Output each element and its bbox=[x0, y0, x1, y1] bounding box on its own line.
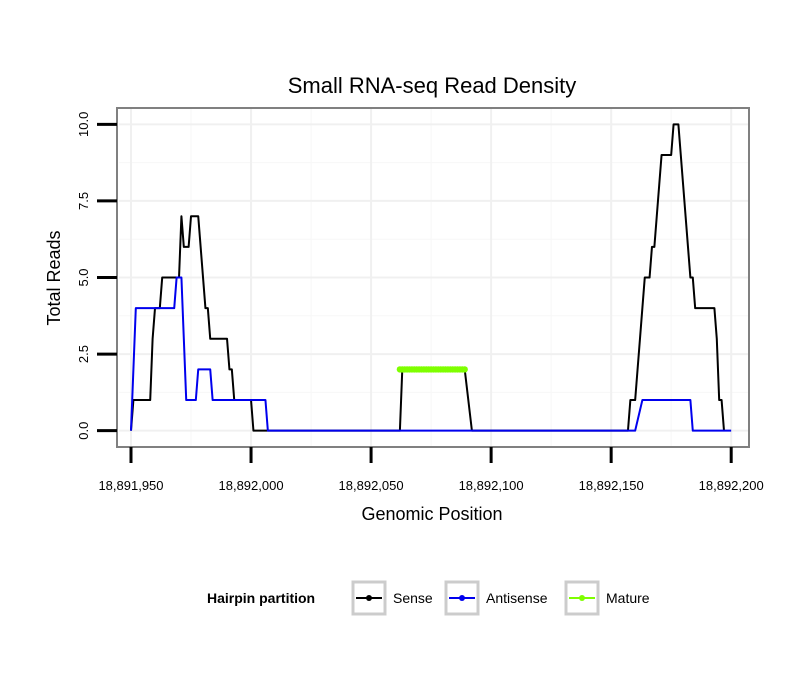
legend-key-point bbox=[459, 595, 465, 601]
legend-label-mature: Mature bbox=[606, 590, 650, 606]
x-tick-label: 18,892,050 bbox=[339, 478, 404, 493]
x-tick-label: 18,891,950 bbox=[98, 478, 163, 493]
legend-entry-sense: Sense bbox=[351, 580, 433, 616]
x-tick-label: 18,892,200 bbox=[699, 478, 764, 493]
x-axis-label: Genomic Position bbox=[361, 504, 502, 524]
series-line-antisense bbox=[130, 276, 732, 432]
y-tick-label: 2.5 bbox=[76, 345, 91, 363]
grid-major bbox=[119, 109, 748, 446]
legend-key-point bbox=[366, 595, 372, 601]
legend-key-point bbox=[579, 595, 585, 601]
legend-entry-antisense: Antisense bbox=[444, 580, 548, 616]
chart-title: Small RNA-seq Read Density bbox=[288, 73, 577, 98]
x-tick-label: 18,892,100 bbox=[459, 478, 524, 493]
x-tick-label: 18,892,150 bbox=[579, 478, 644, 493]
y-tick-label: 0.0 bbox=[76, 422, 91, 440]
y-tick-label: 7.5 bbox=[76, 192, 91, 210]
series-layer bbox=[130, 123, 732, 432]
legend-entry-mature: Mature bbox=[564, 580, 650, 616]
y-axis-label: Total Reads bbox=[44, 230, 64, 325]
x-tick-label: 18,892,000 bbox=[219, 478, 284, 493]
legend-label-antisense: Antisense bbox=[486, 590, 548, 606]
legend: Hairpin partition Sense Antisense Mature bbox=[207, 580, 650, 616]
y-axis: 0.0 2.5 5.0 7.5 10.0 bbox=[76, 112, 117, 440]
legend-label-sense: Sense bbox=[393, 590, 433, 606]
y-tick-label: 5.0 bbox=[76, 268, 91, 286]
legend-title: Hairpin partition bbox=[207, 590, 315, 606]
series-point-mature bbox=[461, 366, 468, 373]
x-axis: 18,891,950 18,892,000 18,892,050 18,892,100… bbox=[98, 447, 764, 493]
y-tick-label: 10.0 bbox=[76, 112, 91, 137]
